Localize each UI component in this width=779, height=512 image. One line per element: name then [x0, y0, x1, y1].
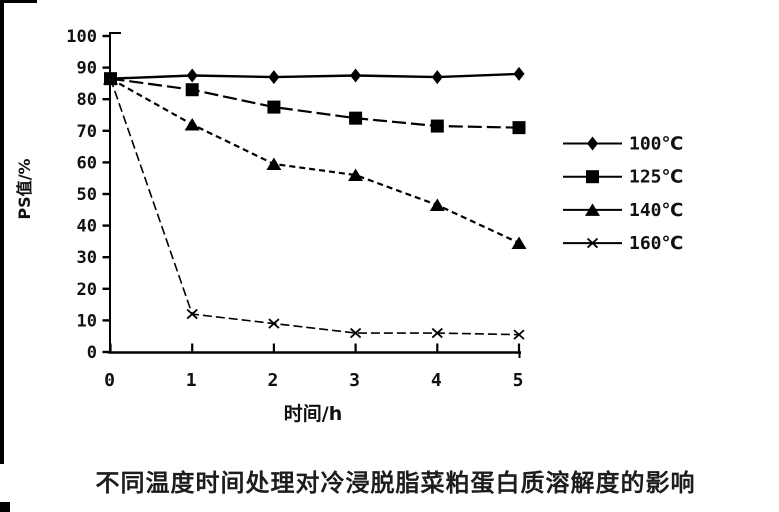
marker-triangle: [429, 198, 445, 212]
y-tick-label: 40: [77, 217, 97, 237]
marker-square: [349, 111, 363, 125]
x-tick-label: 0: [104, 370, 115, 391]
marker-diamond: [513, 66, 525, 81]
y-axis-label: PS值/%: [15, 158, 34, 219]
x-tick-label: 2: [267, 370, 278, 391]
marker-x: [349, 327, 362, 339]
marker-diamond: [431, 70, 443, 85]
marker-square: [512, 121, 526, 135]
y-tick-label: 30: [77, 248, 97, 268]
marker-diamond: [350, 68, 362, 83]
y-tick-label: 10: [77, 311, 97, 331]
x-tick-label: 4: [431, 370, 442, 391]
series-line-2: [109, 77, 520, 244]
marker-x: [268, 318, 280, 329]
marker-diamond: [587, 136, 598, 151]
y-tick-label: 20: [77, 280, 97, 300]
y-tick-label: 100: [66, 27, 97, 47]
y-tick-label: 90: [77, 59, 97, 79]
marker-x: [104, 73, 117, 84]
y-tick-label: 50: [77, 185, 97, 205]
y-tick-label: 0: [87, 343, 97, 363]
marker-diamond: [268, 70, 280, 85]
marker-triangle: [511, 236, 527, 249]
line-chart: 时间/h PS值/% 0 10 20 30 40 50 60 70 80 90 100 0 1 2 3 4 5 1…: [15, 27, 683, 425]
marker-triangle: [266, 157, 282, 170]
marker-x: [186, 308, 198, 320]
marker-square: [430, 119, 444, 133]
y-tick-label: 60: [77, 153, 97, 173]
marker-square: [267, 100, 281, 114]
marker-x: [586, 237, 599, 249]
marker-triangle: [184, 117, 200, 131]
marker-triangle: [348, 168, 364, 182]
series-line-3: [109, 78, 520, 336]
marker-square: [185, 83, 199, 97]
legend-label: 100℃: [629, 134, 683, 155]
marker-square: [586, 170, 599, 184]
y-tick-label: 80: [77, 90, 97, 110]
y-tick-label: 70: [77, 122, 97, 142]
marker-x: [513, 329, 525, 340]
marker-diamond: [186, 68, 198, 83]
legend-label: 160℃: [629, 233, 683, 254]
scan-artifact-top-bar: [0, 0, 37, 3]
x-tick-label: 3: [349, 370, 360, 391]
series-line-1: [110, 77, 520, 129]
marker-x: [431, 327, 443, 339]
x-tick-label: 1: [186, 370, 197, 391]
x-axis-label: 时间/h: [284, 403, 342, 425]
scan-artifact-left-bar: [0, 0, 4, 464]
marker-triangle: [585, 203, 600, 216]
scan-artifact-corner: [0, 502, 10, 512]
legend-label: 125℃: [629, 167, 683, 188]
legend-label: 140℃: [629, 200, 683, 221]
series-line-0: [110, 72, 520, 80]
figure-caption: 不同温度时间处理对冷浸脱脂菜粕蛋白质溶解度的影响: [95, 470, 696, 497]
x-tick-label: 5: [513, 370, 524, 391]
